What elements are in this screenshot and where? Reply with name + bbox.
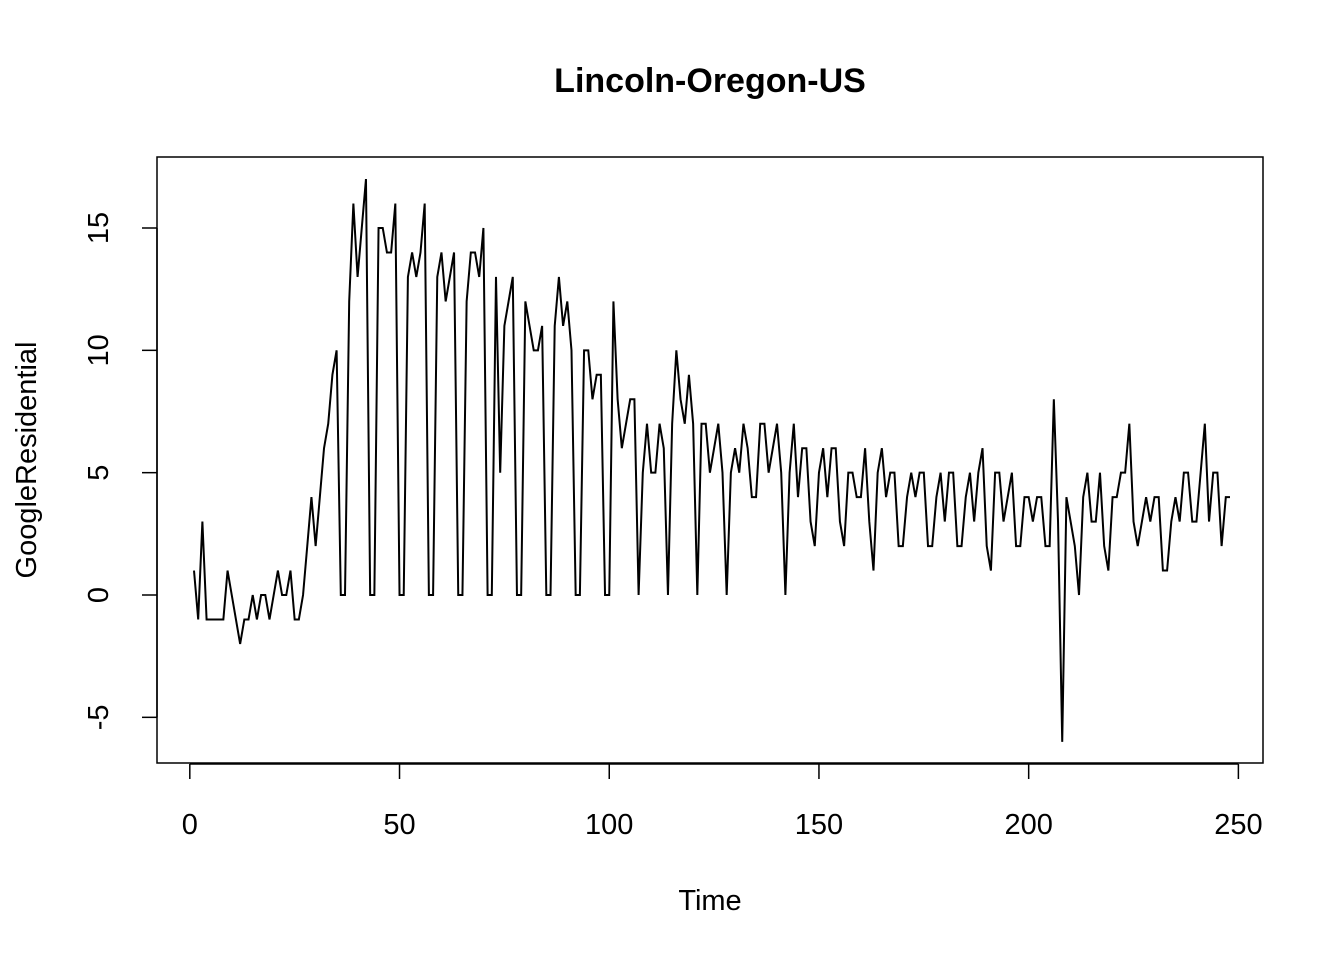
x-axis: 0 50 100 150 200 250 (182, 763, 1263, 841)
chart-title: Lincoln-Oregon-US (554, 62, 866, 100)
y-tick-label: -5 (83, 704, 115, 730)
series-line (193, 178, 1230, 742)
x-tick-label: 150 (795, 809, 843, 841)
y-tick-label: 15 (83, 212, 115, 244)
x-tick-label: 200 (1004, 809, 1052, 841)
x-tick-label: 0 (182, 809, 198, 841)
y-tick-label: 10 (83, 334, 115, 366)
y-axis-label: GoogleResidential (11, 342, 43, 579)
x-tick-label: 50 (383, 809, 415, 841)
x-tick-label: 250 (1214, 809, 1262, 841)
y-axis: -5 0 5 10 15 (83, 212, 158, 730)
y-tick-label: 0 (83, 587, 115, 603)
x-axis-label: Time (678, 885, 741, 917)
y-tick-label: 5 (83, 465, 115, 481)
x-tick-label: 100 (585, 809, 633, 841)
